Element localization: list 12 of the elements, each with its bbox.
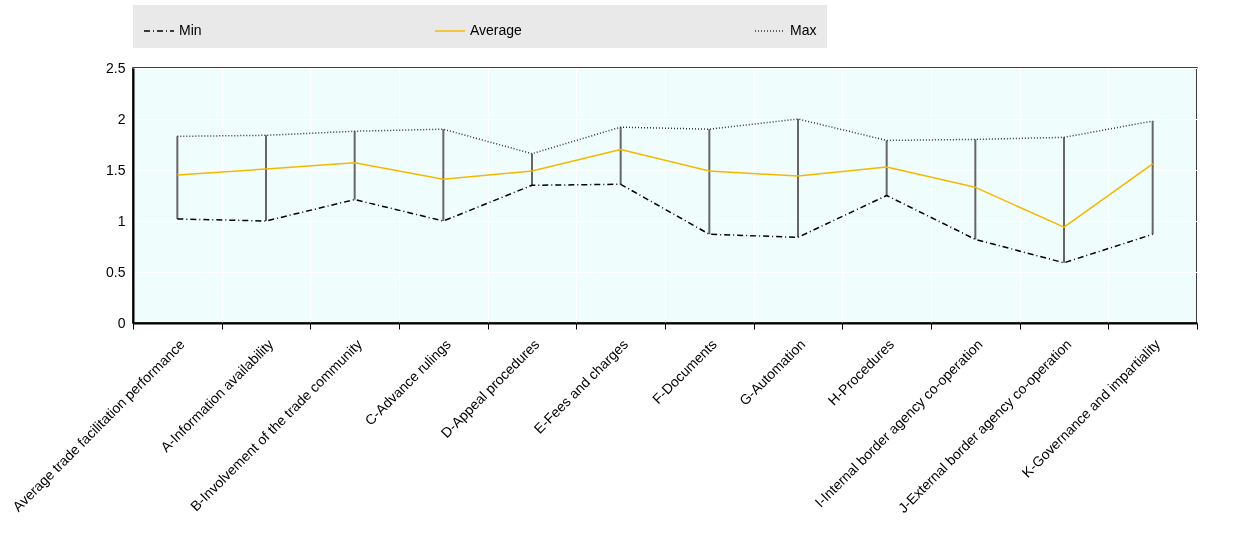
legend-label: Min [179, 22, 202, 38]
line-series [176, 148, 1154, 228]
legend-label: Average [470, 22, 523, 38]
legend-label: Max [790, 22, 817, 38]
y-tick-label: 0 [117, 314, 126, 331]
y-tick-label: 1.5 [106, 161, 126, 178]
y-tick-label: 2.5 [106, 59, 126, 76]
line-series [176, 118, 1154, 155]
y-tick-label: 0.5 [106, 263, 126, 280]
y-tick-label: 2 [117, 110, 126, 127]
y-tick-label: 1 [117, 212, 126, 229]
line-series [176, 183, 1154, 264]
